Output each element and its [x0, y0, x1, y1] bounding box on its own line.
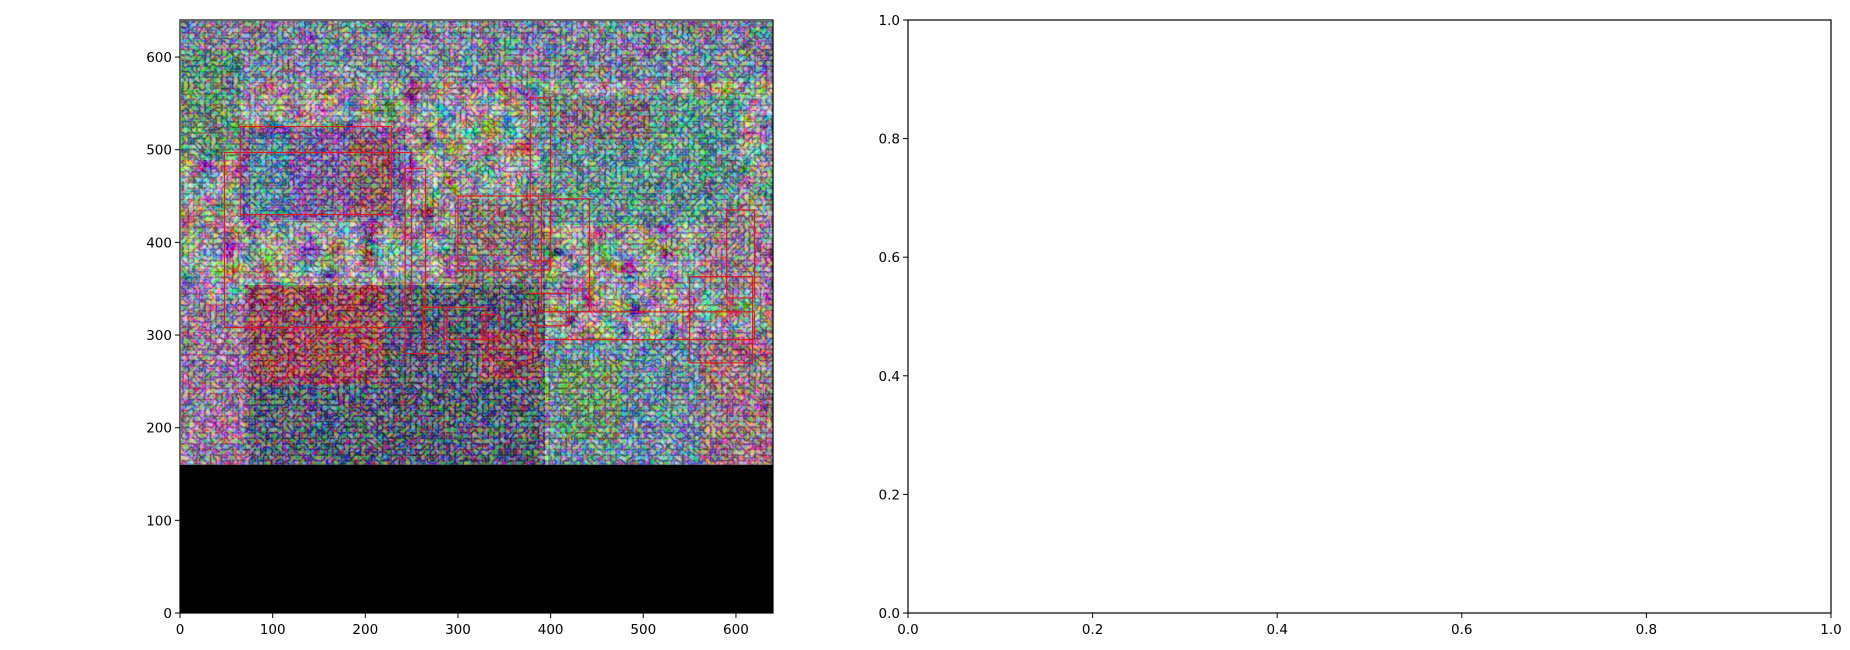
empty-axes-x-tick-label: 0.6 — [1451, 622, 1472, 638]
empty-axes-x-tick-label: 0.8 — [1636, 622, 1657, 638]
image-axes-x-tick-label: 500 — [630, 622, 656, 638]
image-axes: 0 100 200 300 400 500 600 0 100 200 300 400 500 600 — [146, 19, 774, 638]
image-axes-y-tick-label: 300 — [146, 328, 172, 344]
empty-axes-ticks: 0.0 0.2 0.4 0.6 0.8 1.0 0.0 0.2 0.4 0.6 0.8 1.0 — [879, 13, 1842, 638]
image-axes-y-tick-label: 0 — [163, 606, 172, 622]
bounding-box — [446, 306, 487, 341]
empty-axes: 0.0 0.2 0.4 0.6 0.8 1.0 0.0 0.2 0.4 0.6 0.8 1.0 — [879, 13, 1842, 638]
empty-axes-x-tick-label: 0.0 — [897, 622, 918, 638]
image-axes-x-tick-label: 400 — [538, 622, 564, 638]
empty-axes-y-tick-label: 0.8 — [879, 132, 900, 148]
image-axes-y-tick-label: 400 — [146, 235, 172, 251]
image-axes-frame — [179, 19, 774, 614]
image-axes-y-tick-label: 600 — [146, 50, 172, 66]
empty-axes-y-tick-label: 0.0 — [879, 606, 900, 622]
empty-axes-x-tick-label: 0.2 — [1082, 622, 1103, 638]
bounding-box — [529, 97, 552, 262]
bounding-box — [529, 292, 570, 327]
scene-image — [181, 21, 773, 465]
bounding-box — [239, 125, 392, 216]
image-axes-x-tick-label: 200 — [352, 622, 378, 638]
empty-axes-y-tick-label: 0.2 — [879, 487, 900, 503]
image-axes-y-tick-label: 500 — [146, 143, 172, 159]
image-axes-x-tick-label: 300 — [445, 622, 471, 638]
image-axes-ticks: 0 100 200 300 400 500 600 0 100 200 300 400 500 600 — [146, 50, 749, 638]
empty-axes-y-tick-label: 1.0 — [879, 13, 900, 29]
image-axes-x-tick-label: 0 — [176, 622, 185, 638]
image-axes-y-tick-label: 100 — [146, 513, 172, 529]
empty-axes-frame — [907, 19, 1832, 614]
empty-axes-y-tick-label: 0.4 — [879, 369, 900, 385]
padding-region — [180, 464, 773, 613]
empty-axes-x-tick-label: 1.0 — [1820, 622, 1841, 638]
bounding-box — [422, 306, 445, 355]
bounding-box — [726, 209, 756, 299]
image-axes-y-tick-label: 200 — [146, 421, 172, 437]
bounding-box — [536, 311, 756, 341]
image-axes-x-tick-label: 600 — [723, 622, 749, 638]
bounding-boxes — [223, 97, 756, 364]
bounding-box — [689, 276, 754, 364]
image-axes-x-tick-label: 100 — [260, 622, 286, 638]
bounding-box — [404, 167, 427, 355]
bounding-box — [223, 151, 413, 329]
empty-axes-x-tick-label: 0.4 — [1266, 622, 1287, 638]
bounding-box — [481, 314, 501, 341]
empty-axes-y-tick-label: 0.6 — [879, 250, 900, 266]
